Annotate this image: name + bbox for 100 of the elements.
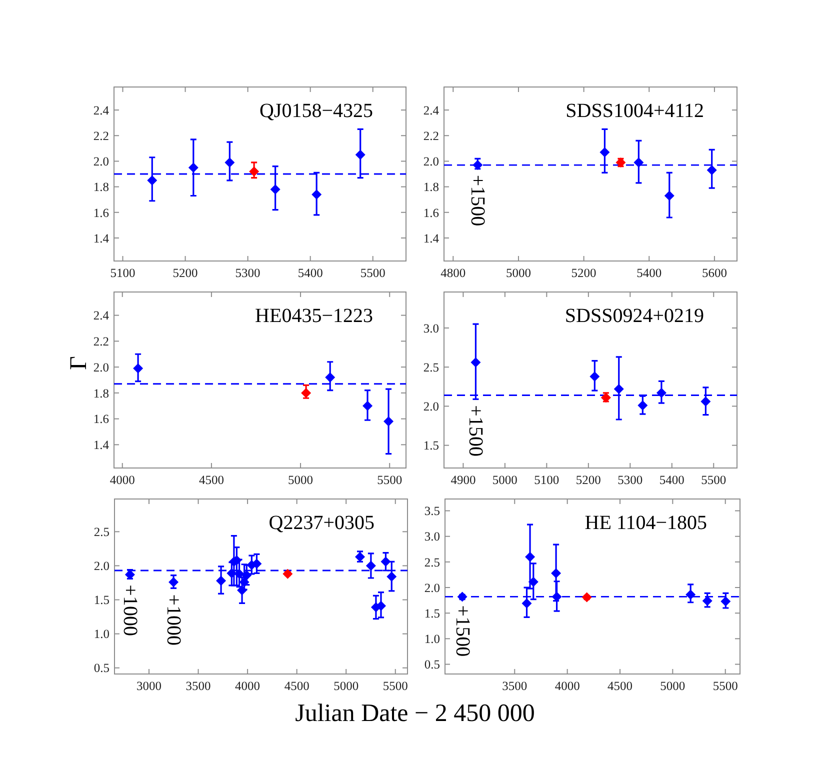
y-tick-label: 2.5 [423,360,439,374]
x-tick-label: 4000 [554,679,580,693]
x-tick-label: 5400 [659,473,684,487]
point [133,363,144,374]
point [384,416,394,426]
y-tick-label: 2.0 [93,154,109,169]
point [188,162,198,173]
point [242,570,252,580]
point [239,577,250,588]
point [472,160,483,170]
x-tick-label: 5100 [534,473,560,487]
y-tick-label: 1.6 [93,412,109,426]
point [355,150,366,160]
y-tick-label: 1.8 [93,180,109,194]
y-tick-label: 2.0 [93,360,109,374]
point [168,577,179,588]
x-tick-label: 5500 [382,679,408,693]
y-tick-label: 2.4 [93,103,110,118]
point [237,585,248,596]
y-tick-label: 1.6 [93,206,109,220]
y-tick-label: 2.0 [423,400,439,414]
y-tick-label: 1.0 [94,627,110,642]
point [582,592,592,602]
point [720,596,731,606]
y-tick-label: 2.4 [93,308,110,323]
point [249,166,260,176]
point [700,396,711,407]
y-tick-label: 0.5 [424,658,440,672]
x-tick-label: 5100 [110,266,136,280]
point [362,400,373,411]
point [216,576,226,586]
x-tick-label: 3500 [502,679,528,693]
y-tick-label: 1.5 [423,438,439,453]
point [147,175,158,186]
y-tick-label: 1.4 [93,231,110,246]
x-tick-label: 5000 [660,679,686,693]
y-tick-label: 1.8 [423,180,439,194]
point [325,372,336,382]
x-tick-label: 3500 [186,679,211,693]
point [282,568,293,579]
point [614,384,624,394]
text: HE 1104−1805 [584,512,707,534]
y-tick-label: 2.0 [94,559,110,574]
x-tick-label: 5300 [618,473,643,487]
annotation: +1000 [118,584,141,636]
point [664,190,674,201]
y-tick-label: 1.5 [94,593,110,608]
x-tick-label: 5500 [360,266,386,280]
y-tick-label: 1.4 [93,438,110,452]
y-tick-label: 2.0 [424,580,440,595]
point [234,568,244,579]
y-tick-label: 2.4 [423,103,440,118]
point [522,598,532,608]
text: HE0435−1223 [255,305,373,327]
x-tick-label: 5200 [576,473,601,487]
x-tick-label: 4000 [235,679,260,693]
y-tick-label: 3.5 [424,504,440,518]
x-tick-label: 5600 [702,266,727,280]
x-tick-label: 5500 [712,679,738,693]
x-tick-label: 4500 [608,679,632,693]
y-tick-label: 2.0 [423,154,439,169]
point [312,189,322,200]
point [634,157,644,168]
y-tick-label: 2.2 [93,334,109,349]
y-tick-label: 3.0 [424,530,440,544]
x-tick-label: 5500 [377,473,402,487]
annotation: +1000 [162,594,185,646]
x-tick-label: 4000 [110,473,135,487]
point [226,568,237,578]
y-tick-label: 1.4 [423,231,440,246]
annotation: +1500 [466,174,489,226]
x-tick-label: 5000 [492,473,518,487]
point [686,590,696,600]
x-tick-label: 5300 [235,266,260,280]
annotation: +1500 [464,405,487,456]
x-tick-label: 5000 [288,473,314,487]
x-tick-label: 5000 [334,679,359,693]
point [470,357,481,368]
y-tick-label: 2.5 [94,525,110,540]
y-tick-label: 1.8 [93,386,109,400]
x-tick-label: 3000 [136,679,162,693]
y-tick-label: 2.2 [423,128,439,143]
y-tick-label: 1.5 [424,606,440,620]
x-axis-title: Julian Date − 2 450 000 [295,700,535,727]
y-axis-title: Γ [66,356,92,370]
text: QJ0158−4325 [259,100,373,122]
point [301,388,312,398]
point [656,388,666,398]
point [600,147,610,158]
x-tick-label: 5200 [172,266,198,280]
x-tick-label: 4800 [440,266,466,280]
point [638,400,648,410]
x-tick-label: 4900 [450,473,476,487]
point [528,576,538,587]
text: Q2237+0305 [268,512,374,534]
x-tick-label: 4500 [284,679,310,693]
annotation: +1500 [451,605,474,657]
point [551,568,562,578]
x-tick-label: 5200 [571,266,596,280]
y-tick-label: 3.0 [423,321,439,336]
